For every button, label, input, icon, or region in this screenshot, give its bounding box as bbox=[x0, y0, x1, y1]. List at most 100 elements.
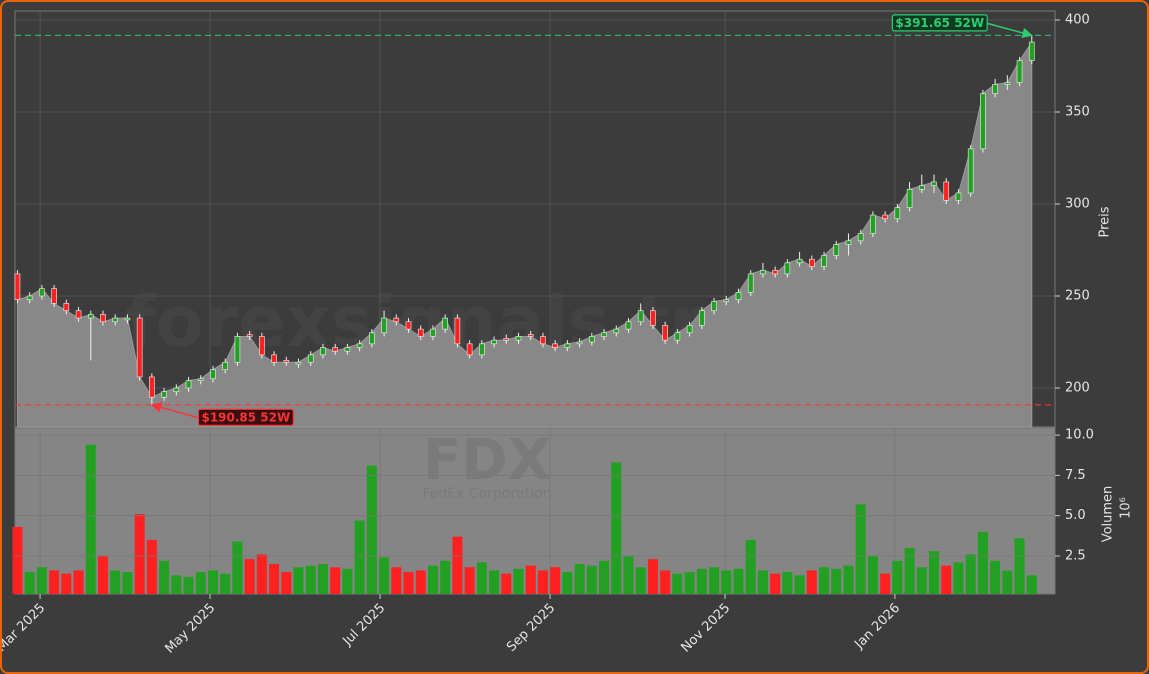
candle-body bbox=[369, 332, 375, 345]
y-tick-label: 200 bbox=[1065, 380, 1090, 395]
volume-bar bbox=[745, 539, 756, 594]
volume-bar bbox=[36, 567, 47, 594]
candle-body bbox=[222, 361, 228, 370]
candle-body bbox=[100, 314, 106, 323]
candle-body bbox=[613, 328, 620, 334]
candle-body bbox=[112, 317, 119, 323]
x-tick-label: Jul 2025 bbox=[340, 601, 389, 650]
volume-bar bbox=[696, 568, 707, 594]
volume-bar bbox=[684, 572, 695, 594]
candle-body bbox=[527, 334, 534, 337]
candle-body bbox=[918, 185, 925, 190]
volume-bar bbox=[427, 565, 438, 594]
candle-body bbox=[356, 343, 363, 348]
volume-bar bbox=[953, 562, 964, 594]
candle-body bbox=[344, 347, 351, 352]
x-tick-label: Mar 2025 bbox=[2, 601, 48, 655]
volume-bar bbox=[892, 560, 903, 594]
volume-bar bbox=[305, 565, 316, 594]
volume-bar bbox=[513, 568, 524, 594]
candle-body bbox=[747, 273, 754, 293]
candle-body bbox=[894, 207, 901, 220]
candle-body bbox=[772, 269, 778, 275]
candle-body bbox=[430, 328, 436, 337]
candle-body bbox=[515, 336, 522, 341]
volume-bar bbox=[550, 567, 561, 594]
volume-bar bbox=[220, 573, 231, 594]
volume-bar bbox=[476, 562, 487, 594]
y-tick-label: 2.5 bbox=[1065, 548, 1086, 563]
volume-bar bbox=[134, 514, 145, 594]
volume-bar bbox=[281, 572, 292, 594]
candle-body bbox=[307, 354, 314, 363]
candle-body bbox=[650, 310, 656, 326]
candle-body bbox=[931, 181, 937, 186]
annotation: $391.65 52W bbox=[891, 14, 988, 32]
candle-body bbox=[295, 361, 302, 365]
candle-body bbox=[1004, 82, 1011, 85]
volume-bar bbox=[770, 573, 781, 594]
volume-bar bbox=[1014, 538, 1025, 594]
candle-body bbox=[882, 214, 888, 220]
scale-label: 10⁶ bbox=[1119, 497, 1134, 519]
candle-body bbox=[723, 299, 730, 302]
volume-bar bbox=[73, 570, 84, 594]
candle-body bbox=[381, 317, 387, 334]
volume-bar bbox=[586, 565, 597, 594]
candle-body bbox=[14, 273, 21, 300]
annotation: $190.85 52W bbox=[197, 408, 294, 426]
candle-body bbox=[197, 378, 204, 381]
candle-body bbox=[711, 301, 717, 312]
volume-bar bbox=[85, 444, 96, 594]
candle-body bbox=[479, 343, 485, 356]
candle-body bbox=[491, 339, 497, 345]
candle-body bbox=[552, 343, 558, 348]
candle-body bbox=[796, 258, 803, 264]
candle-body bbox=[589, 336, 595, 343]
y-tick-label: 400 bbox=[1065, 13, 1090, 28]
ticker-watermark: FDX bbox=[423, 428, 551, 493]
x-tick-label: Nov 2025 bbox=[678, 601, 733, 656]
candle-body bbox=[271, 354, 277, 363]
candle-body bbox=[161, 391, 167, 398]
volume-bar bbox=[464, 567, 475, 594]
volume-bar bbox=[916, 567, 927, 594]
candle-body bbox=[809, 258, 815, 267]
volume-bar bbox=[330, 567, 341, 594]
volume-bar bbox=[855, 504, 866, 594]
volume-bar bbox=[647, 559, 658, 594]
candle-body bbox=[833, 244, 840, 256]
volume-bar bbox=[819, 567, 830, 594]
volume-bar bbox=[342, 568, 353, 594]
x-tick-label: Sep 2025 bbox=[504, 601, 558, 655]
candle-body bbox=[1016, 60, 1023, 83]
candle-body bbox=[784, 262, 791, 275]
candle-body bbox=[405, 321, 412, 330]
candle-body bbox=[870, 214, 876, 234]
volume-bar bbox=[440, 560, 451, 594]
volume-bar bbox=[379, 557, 390, 594]
candle-body bbox=[980, 93, 986, 150]
volume-bar bbox=[562, 572, 573, 594]
candle-body bbox=[320, 347, 326, 356]
x-tick-label: May 2025 bbox=[162, 601, 218, 657]
candle-body bbox=[906, 188, 913, 208]
volume-bar bbox=[293, 567, 304, 594]
volume-bar bbox=[489, 570, 500, 594]
volume-bar bbox=[244, 559, 255, 594]
volume-bar bbox=[171, 575, 182, 594]
x-tick-label: Jan 2026 bbox=[851, 601, 903, 653]
annotation-label: $190.85 52W bbox=[201, 410, 290, 424]
volume-bar bbox=[391, 567, 402, 594]
volume-bar bbox=[880, 573, 891, 594]
annotation-label: $391.65 52W bbox=[895, 16, 984, 30]
volume-bar bbox=[159, 560, 170, 594]
volume-bar bbox=[782, 572, 793, 594]
candle-body bbox=[576, 341, 583, 345]
volume-bar bbox=[317, 564, 328, 594]
volume-bar bbox=[537, 570, 548, 594]
annotation-arrow bbox=[986, 22, 1033, 38]
candle-body bbox=[821, 255, 827, 267]
candle-body bbox=[955, 192, 962, 201]
volume-bar bbox=[623, 555, 634, 594]
